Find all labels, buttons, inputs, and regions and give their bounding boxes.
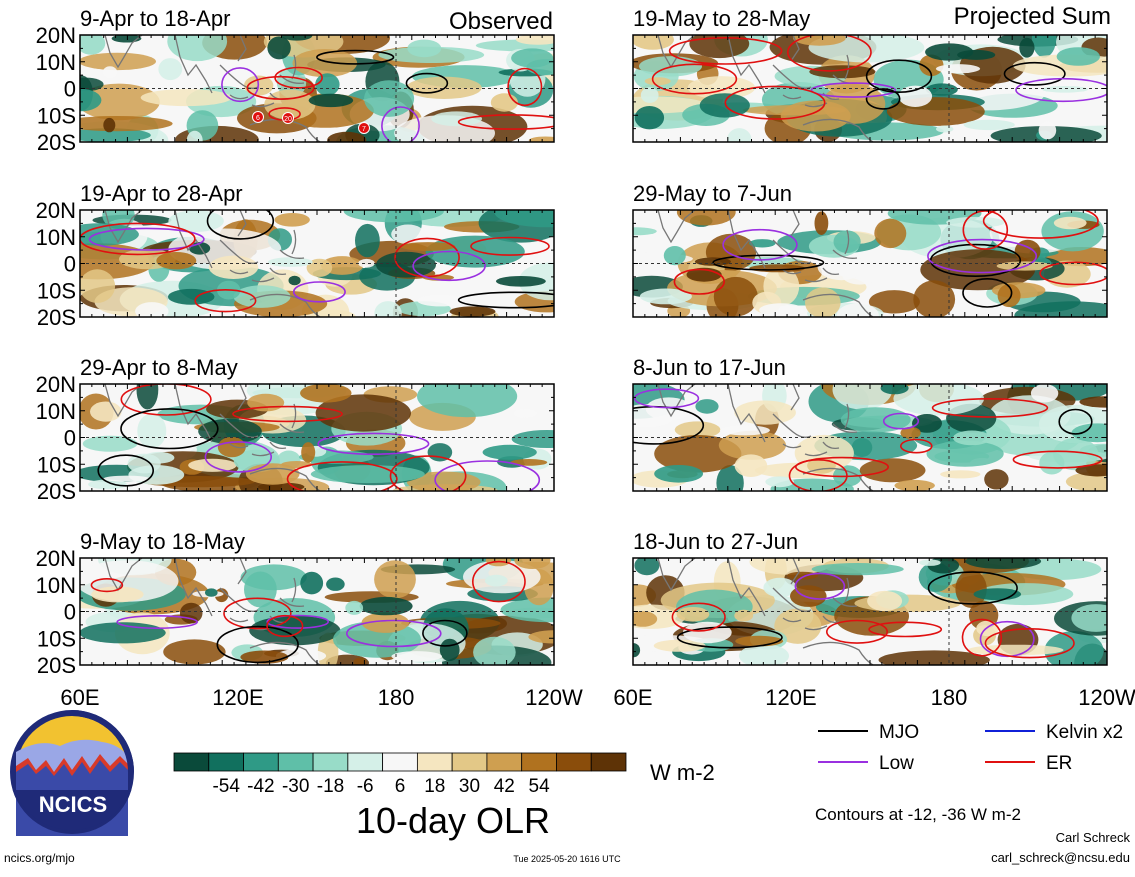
lat-tick-label: 0: [64, 77, 76, 102]
legend-label: ER: [1046, 753, 1072, 774]
legend-label: Kelvin x2: [1046, 722, 1123, 743]
svg-text:6: 6: [256, 115, 260, 122]
lat-tick-label: 0: [64, 252, 76, 277]
observed-label: Observed: [449, 8, 553, 35]
colorbar-swatch: [173, 752, 210, 772]
colorbar-label: 42: [494, 776, 515, 797]
colorbar-swatch: [416, 752, 453, 772]
lat-tick-label: 20S: [37, 653, 76, 678]
colorbar: -54 -42 -30 -18 -6 6 18 30 42 54: [173, 752, 627, 797]
colorbar-swatch: [208, 752, 244, 772]
legend-item: Low: [818, 753, 914, 774]
lat-tick-label: 10N: [36, 50, 76, 75]
colorbar-swatch: [590, 752, 627, 772]
panel-title: 29-Apr to 8-May: [80, 355, 238, 380]
colorbar-swatch: [451, 752, 488, 772]
panel-title: 18-Jun to 27-Jun: [633, 529, 798, 554]
lat-tick-label: 20S: [37, 305, 76, 330]
colorbar-label: 6: [395, 776, 406, 797]
lat-tick-label: 20N: [36, 23, 76, 48]
lat-tick-label: 10S: [37, 278, 76, 303]
lat-tick-label: 0: [64, 426, 76, 451]
panel-title: 29-May to 7-Jun: [633, 181, 792, 206]
colorbar-label: 54: [529, 776, 551, 797]
lon-tick-label: 60E: [60, 685, 99, 710]
lon-tick-label: 120W: [525, 685, 583, 710]
legend-label: Low: [879, 753, 914, 774]
map-panel-projected-1: 29-May to 7-Jun: [632, 181, 1108, 318]
colorbar-swatch: [277, 752, 314, 772]
legend-item: ER: [985, 753, 1072, 774]
panel-title: 19-May to 28-May: [633, 6, 810, 31]
panel-title: 8-Jun to 17-Jun: [633, 355, 786, 380]
colorbar-swatch: [347, 752, 384, 772]
projected-label: Projected Sum: [954, 3, 1111, 30]
colorbar-swatch: [243, 752, 279, 772]
colorbar-label: -54: [212, 776, 240, 797]
lat-tick-label: 0: [64, 600, 76, 625]
lat-tick-label: 10N: [36, 573, 76, 598]
contour-legend: MJO Kelvin x2 Low ER: [818, 722, 1123, 774]
legend-item: Kelvin x2: [985, 722, 1123, 743]
lat-tick-label: 10N: [36, 225, 76, 250]
author-email: carl_schreck@ncsu.edu: [991, 850, 1130, 865]
lon-tick-label: 60E: [613, 685, 652, 710]
lon-tick-label: 180: [378, 685, 415, 710]
lat-tick-label: 10S: [37, 452, 76, 477]
colorbar-swatch: [556, 752, 592, 772]
colorbar-units: W m-2: [650, 760, 715, 785]
lat-tick-label: 20S: [37, 130, 76, 155]
colorbar-label: 18: [424, 776, 445, 797]
colorbar-swatch: [486, 752, 523, 772]
lat-tick-label: 10S: [37, 626, 76, 651]
colorbar-label: 30: [459, 776, 480, 797]
colorbar-label: -6: [357, 776, 374, 797]
map-panel-projected-3: 18-Jun to 27-Jun: [632, 529, 1108, 666]
site-url: ncics.org/mjo: [4, 851, 75, 865]
storm-marker: 7: [358, 122, 370, 134]
lat-tick-label: 20N: [36, 198, 76, 223]
panel-title: 19-Apr to 28-Apr: [80, 181, 243, 206]
lat-tick-label: 20N: [36, 372, 76, 397]
lat-tick-label: 20N: [36, 546, 76, 571]
lat-tick-label: 10N: [36, 399, 76, 424]
ncics-logo: NCICS: [10, 710, 134, 836]
colorbar-label: -18: [317, 776, 344, 797]
author-name: Carl Schreck: [1056, 830, 1131, 845]
logo-text: NCICS: [39, 792, 107, 817]
svg-text:20: 20: [284, 116, 292, 123]
legend-item: MJO: [818, 722, 919, 743]
colorbar-swatch: [521, 752, 557, 772]
longitude-tick-labels: 60E 120E 180 120W 60E 120E 180 120W: [60, 685, 1135, 710]
panel-title: 9-Apr to 18-Apr: [80, 6, 230, 31]
map-panel-projected-2: 8-Jun to 17-Jun: [632, 355, 1108, 492]
lon-tick-label: 120W: [1078, 685, 1135, 710]
lat-tick-label: 10S: [37, 103, 76, 128]
storm-marker: 6: [252, 111, 264, 123]
lon-tick-label: 120E: [765, 685, 816, 710]
colorbar-label: -30: [282, 776, 309, 797]
timestamp: Tue 2025-05-20 1616 UTC: [513, 854, 621, 864]
legend-label: MJO: [879, 722, 919, 743]
colorbar-swatch: [382, 752, 418, 772]
lon-tick-label: 120E: [212, 685, 263, 710]
lat-tick-label: 20S: [37, 479, 76, 504]
map-panel-projected-0: 19-May to 28-May: [632, 6, 1108, 143]
colorbar-label: -42: [247, 776, 274, 797]
figure-title: 10-day OLR: [356, 800, 550, 841]
svg-text:7: 7: [362, 126, 366, 133]
panel-title: 9-May to 18-May: [80, 529, 245, 554]
contours-note: Contours at -12, -36 W m-2: [815, 805, 1021, 824]
lon-tick-label: 180: [931, 685, 968, 710]
colorbar-swatch: [312, 752, 349, 772]
storm-marker: 20: [282, 112, 294, 124]
